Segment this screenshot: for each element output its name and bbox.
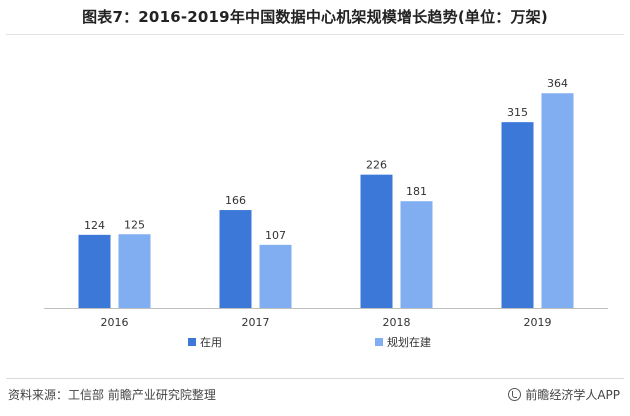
x-tick-label-2019: 2019 — [524, 316, 552, 329]
footer-divider — [6, 378, 624, 379]
bar-planned-2017 — [259, 244, 292, 308]
brand-mark: 前瞻经济学人APP — [508, 386, 620, 403]
bar-planned-2018 — [400, 201, 433, 308]
x-tick-label-2017: 2017 — [242, 316, 270, 329]
bars-layer — [78, 93, 574, 309]
bar-in-use-2017 — [219, 210, 252, 308]
bar-in-use-2019 — [501, 122, 534, 309]
legend: 在用 规划在建 — [188, 335, 431, 349]
bar-in-use-2018 — [360, 174, 393, 308]
bar-planned-2016 — [118, 234, 151, 308]
source-note: 资料来源：工信部 前瞻产业研究院整理 — [8, 388, 216, 402]
legend-label-in-use: 在用 — [200, 336, 222, 349]
x-tick-label-2018: 2018 — [383, 316, 411, 329]
value-labels-layer: 124 125 166 107 226 181 315 364 — [84, 77, 568, 242]
legend-swatch-planned — [375, 338, 383, 346]
x-axis: 2016 2017 2018 2019 — [44, 308, 608, 329]
bar-planned-2019 — [541, 93, 574, 308]
legend-swatch-in-use — [188, 338, 196, 346]
value-label-in-use-2016: 124 — [84, 219, 105, 232]
value-label-planned-2019: 364 — [547, 77, 568, 90]
value-label-planned-2016: 125 — [124, 218, 145, 231]
title-divider — [6, 34, 624, 35]
x-tick-label-2016: 2016 — [101, 316, 129, 329]
bar-in-use-2016 — [78, 234, 111, 308]
value-label-planned-2018: 181 — [406, 185, 427, 198]
value-label-planned-2017: 107 — [265, 229, 286, 242]
chart-title: 图表7：2016-2019年中国数据中心机架规模增长趋势(单位：万架) — [82, 8, 548, 26]
value-label-in-use-2017: 166 — [225, 194, 246, 207]
brand-logo-icon — [508, 388, 522, 401]
legend-label-planned: 规划在建 — [387, 335, 431, 349]
value-label-in-use-2018: 226 — [366, 159, 387, 172]
value-label-in-use-2019: 315 — [507, 106, 528, 119]
brand-name: 前瞻经济学人APP — [525, 388, 620, 402]
